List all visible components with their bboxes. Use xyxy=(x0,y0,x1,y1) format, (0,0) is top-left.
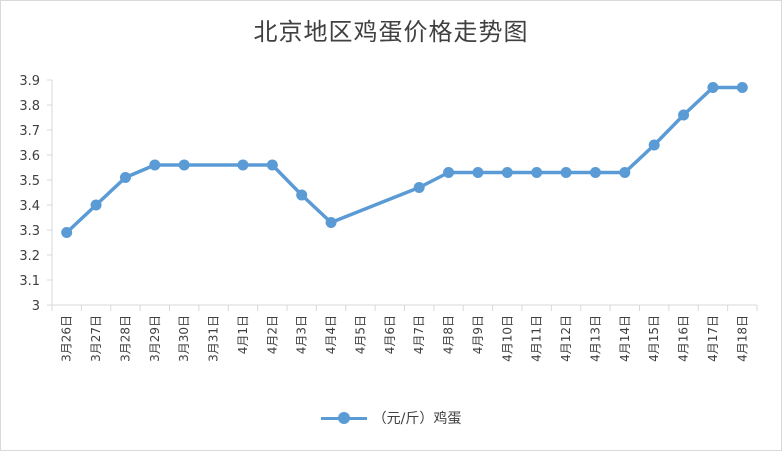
legend-label: （元/斤）鸡蛋 xyxy=(372,411,462,427)
x-tick-label: 3月28日 xyxy=(118,315,132,362)
x-tick-label: 4月6日 xyxy=(383,315,397,354)
data-point xyxy=(61,227,73,238)
data-point xyxy=(178,159,190,171)
data-point xyxy=(237,159,249,171)
y-tick-label: 3.5 xyxy=(19,174,40,189)
data-point xyxy=(589,167,601,178)
x-tick-label: 4月17日 xyxy=(706,315,720,362)
x-tick-label: 4月9日 xyxy=(471,315,485,354)
chart-title: 北京地区鸡蛋价格走势图 xyxy=(253,18,529,46)
data-point xyxy=(619,167,631,178)
x-tick-label: 4月14日 xyxy=(618,315,632,362)
x-tick-label: 3月31日 xyxy=(207,315,221,362)
y-tick-label: 3.7 xyxy=(19,124,40,139)
y-tick-label: 3 xyxy=(32,299,40,314)
data-point xyxy=(149,159,161,171)
legend: （元/斤）鸡蛋 xyxy=(0,408,782,428)
data-point xyxy=(413,182,425,193)
x-tick-label: 4月1日 xyxy=(236,315,250,354)
data-point xyxy=(325,217,337,228)
legend-marker-icon xyxy=(320,412,367,424)
y-tick-label: 3.2 xyxy=(19,249,40,264)
x-tick-label: 4月2日 xyxy=(265,315,279,354)
y-tick-labels: 3 3.1 3.2 3.3 3.4 3.5 3.6 3.7 3.8 3.9 xyxy=(19,74,40,314)
data-point xyxy=(531,167,543,178)
data-point xyxy=(648,139,660,151)
x-tick-label: 4月8日 xyxy=(442,315,456,354)
x-tick-labels: 3月26日 3月27日 3月28日 3月29日 3月30日 3月31日 4月1日 4月2日 4月… xyxy=(60,315,750,362)
series-line xyxy=(65,85,743,234)
y-tick-label: 3.9 xyxy=(19,74,40,89)
data-point xyxy=(707,82,719,93)
y-tick-label: 3.1 xyxy=(19,274,40,289)
y-tick-label: 3.6 xyxy=(19,149,40,164)
series-group xyxy=(61,82,748,238)
x-tick-label: 4月11日 xyxy=(530,315,544,362)
data-point xyxy=(296,189,308,201)
data-point xyxy=(266,159,278,171)
x-tick-label: 4月4日 xyxy=(324,315,338,354)
y-tick-label: 3.8 xyxy=(19,99,40,114)
x-tick-label: 4月16日 xyxy=(677,315,691,362)
x-tick-label: 4月18日 xyxy=(735,315,749,362)
axes xyxy=(47,79,758,311)
x-tick-label: 3月26日 xyxy=(60,315,74,362)
data-point xyxy=(443,167,455,178)
x-tick-label: 4月13日 xyxy=(588,315,602,362)
data-point xyxy=(119,172,131,183)
data-point xyxy=(678,109,690,121)
y-tick-label: 3.4 xyxy=(19,199,40,214)
x-tick-label: 4月12日 xyxy=(559,315,573,362)
x-tick-label: 4月3日 xyxy=(295,315,309,354)
x-tick-label: 4月5日 xyxy=(353,315,367,354)
data-point xyxy=(501,167,513,178)
y-tick-label: 3.3 xyxy=(19,224,40,239)
x-tick-label: 3月29日 xyxy=(148,315,162,362)
x-tick-label: 4月7日 xyxy=(412,315,426,354)
data-point xyxy=(90,199,102,211)
data-point xyxy=(472,167,484,178)
x-tick-label: 3月30日 xyxy=(177,315,191,362)
data-point xyxy=(736,82,748,93)
x-tick-label: 4月10日 xyxy=(500,315,514,362)
data-point xyxy=(560,167,572,178)
x-tick-label: 4月15日 xyxy=(647,315,661,362)
x-tick-label: 3月27日 xyxy=(89,315,103,362)
